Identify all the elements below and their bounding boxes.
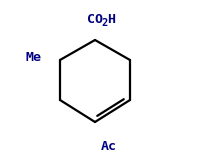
- Text: 2: 2: [101, 18, 107, 28]
- Text: Me: Me: [26, 51, 42, 65]
- Text: Ac: Ac: [101, 140, 116, 153]
- Text: CO: CO: [86, 13, 102, 26]
- Text: H: H: [106, 13, 114, 26]
